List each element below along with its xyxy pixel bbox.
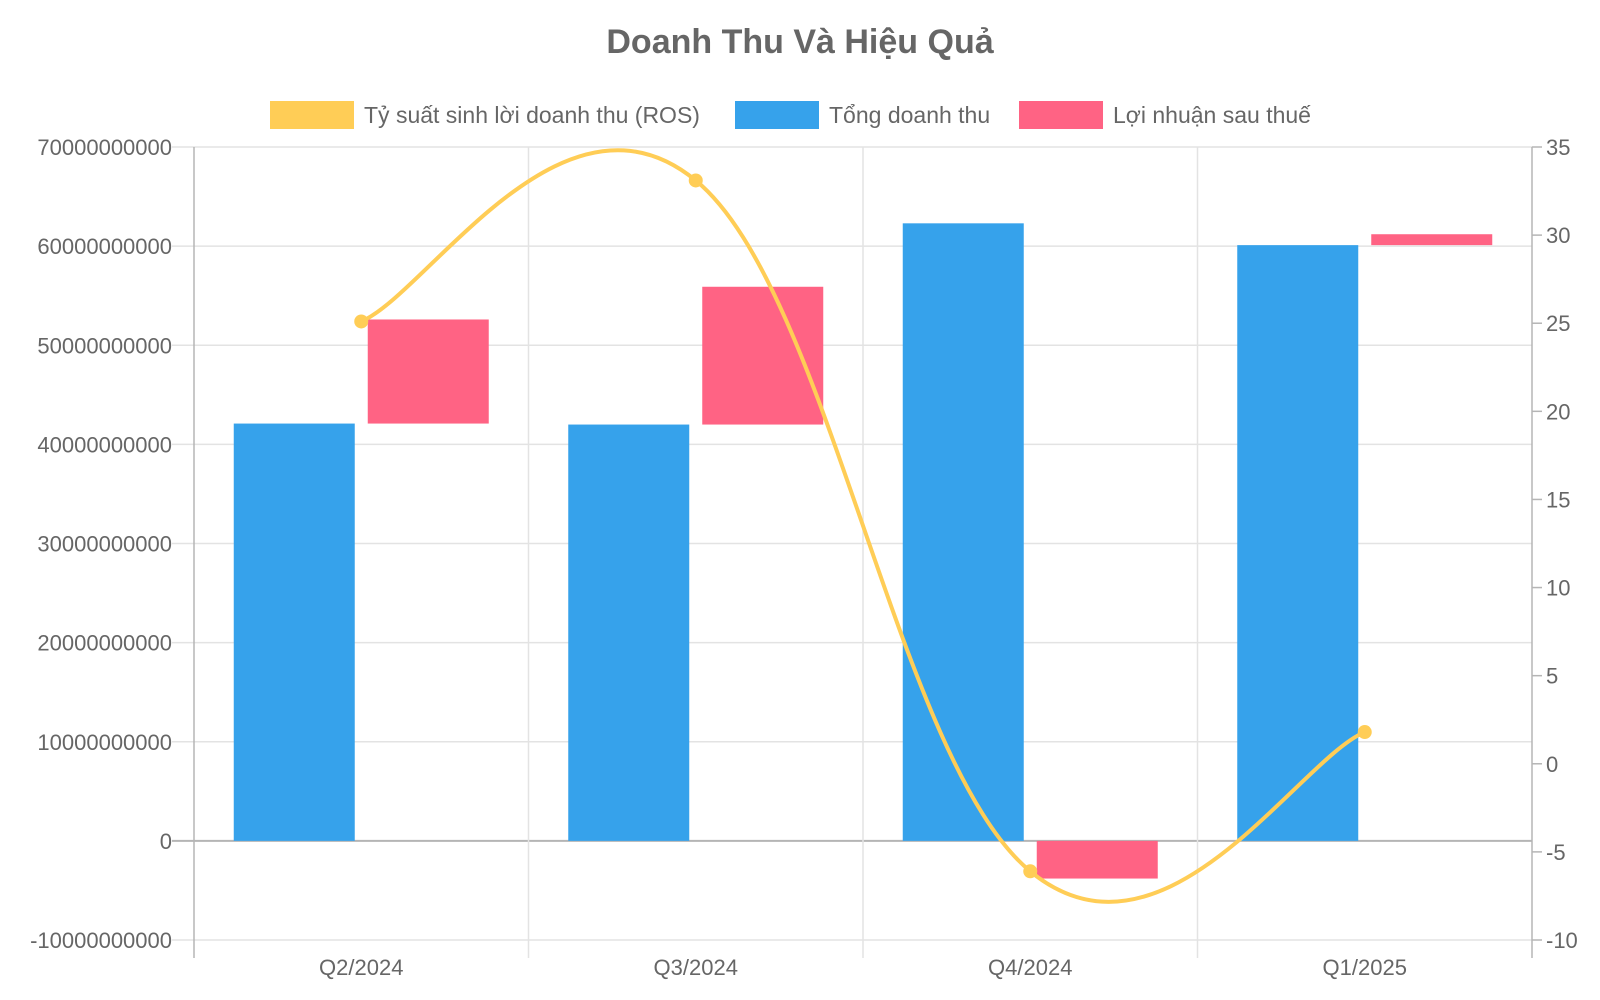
y-right-tick-label: 25: [1546, 311, 1570, 336]
ros-point: [1357, 725, 1372, 740]
y-left-tick-label: 0: [160, 829, 172, 854]
y-right-tick-label: 20: [1546, 399, 1570, 424]
legend-swatch-revenue: [735, 101, 819, 129]
x-tick-label: Q4/2024: [988, 955, 1072, 980]
x-tick-label: Q1/2025: [1323, 955, 1407, 980]
revenue-bar: [902, 223, 1024, 841]
y-right-tick-label: -10: [1546, 928, 1578, 953]
legend-label-profit: Lợi nhuận sau thuế: [1113, 102, 1311, 128]
ros-line-path: [360, 148, 1366, 904]
y-left-tick-label: 30000000000: [37, 532, 172, 557]
y-right-tick-label: 0: [1546, 752, 1558, 777]
y-left-tick-label: 40000000000: [37, 432, 172, 457]
y-right-tick-label: 5: [1546, 664, 1558, 689]
legend-item-revenue[interactable]: Tổng doanh thu: [735, 101, 990, 129]
x-tick-label: Q2/2024: [319, 955, 403, 980]
x-tick-label: Q3/2024: [654, 955, 738, 980]
tick-labels: 70000000000 60000000000 50000000000 4000000…: [30, 135, 1578, 980]
legend-swatch-profit: [1019, 101, 1103, 129]
y-left-tick-label: 70000000000: [37, 135, 172, 160]
chart-title: Doanh Thu Và Hiệu Quả: [606, 23, 994, 61]
profit-bar: [1036, 840, 1158, 879]
legend-label-ros: Tỷ suất sinh lời doanh thu (ROS): [364, 102, 700, 128]
grid: [172, 146, 1533, 958]
legend: Tỷ suất sinh lời doanh thu (ROS) Tổng do…: [270, 101, 1311, 129]
y-right-tick-label: -5: [1546, 840, 1566, 865]
y-left-tick-label: -10000000000: [30, 928, 172, 953]
y-right-tick-label: 10: [1546, 576, 1570, 601]
revenue-bar: [1237, 245, 1359, 841]
axes: [1532, 146, 1542, 941]
ros-point: [1023, 864, 1038, 879]
ros-line: [354, 148, 1372, 904]
profit-bar: [1371, 234, 1493, 246]
profit-bar: [702, 286, 824, 425]
y-right-tick-label: 30: [1546, 223, 1570, 248]
y-left-tick-label: 10000000000: [37, 730, 172, 755]
ros-point: [354, 314, 369, 329]
y-left-tick-label: 20000000000: [37, 631, 172, 656]
revenue-bar: [233, 423, 355, 841]
profit-bar: [367, 319, 489, 424]
y-right-tick-label: 15: [1546, 487, 1570, 512]
legend-label-revenue: Tổng doanh thu: [829, 102, 990, 128]
y-left-tick-label: 50000000000: [37, 333, 172, 358]
legend-item-ros[interactable]: Tỷ suất sinh lời doanh thu (ROS): [270, 101, 700, 129]
bars: [233, 223, 1493, 879]
legend-swatch-ros: [270, 101, 354, 129]
revenue-bar: [568, 424, 690, 841]
legend-item-profit[interactable]: Lợi nhuận sau thuế: [1019, 101, 1311, 129]
ros-point: [688, 173, 703, 188]
y-right-tick-label: 35: [1546, 135, 1570, 160]
y-left-tick-label: 60000000000: [37, 234, 172, 259]
